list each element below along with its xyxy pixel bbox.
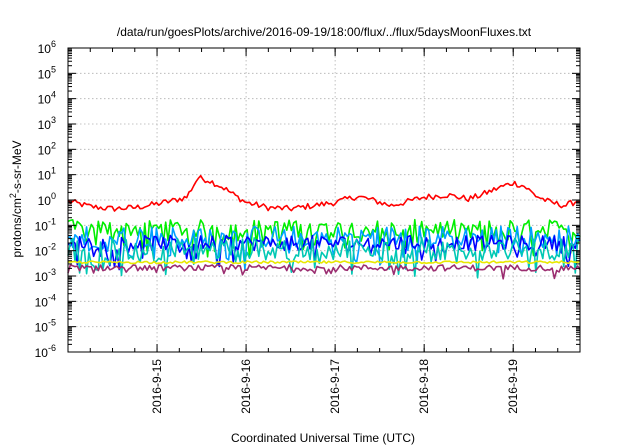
y-tick-base: 10: [38, 67, 52, 81]
y-tick-exponent: -6: [48, 343, 56, 353]
grid-lines: [68, 48, 580, 352]
y-tick-exponent: -1: [48, 216, 56, 226]
x-tick-label: 2016-9-16: [239, 359, 253, 414]
y-tick-exponent: 0: [51, 191, 56, 201]
y-tick-exponent: 4: [51, 90, 56, 100]
series-line-7: [67, 264, 581, 280]
y-tick-label: 103: [38, 115, 56, 132]
y-tick-base: 10: [38, 194, 52, 208]
y-tick-label: 10-6: [35, 343, 56, 360]
series-lines: [67, 174, 581, 280]
y-tick-base: 10: [35, 245, 49, 259]
y-tick-exponent: 6: [51, 39, 56, 49]
x-axis-label: Coordinated Universal Time (UTC): [231, 431, 415, 445]
y-tick-base: 10: [35, 346, 49, 360]
series-line-1: [67, 174, 581, 212]
chart-title: /data/run/goesPlots/archive/2016-09-19/1…: [117, 25, 532, 39]
y-tick-label: 102: [38, 140, 56, 157]
y-tick-exponent: 5: [51, 64, 56, 74]
y-tick-exponent: -4: [48, 292, 56, 302]
y-tick-label: 10-3: [35, 267, 56, 284]
series-line-2: [67, 218, 581, 259]
y-axis-label-superscript: 2: [8, 193, 18, 198]
y-tick-base: 10: [38, 169, 52, 183]
y-tick-base: 10: [35, 295, 49, 309]
y-tick-exponent: 3: [51, 115, 56, 125]
y-tick-exponent: -3: [48, 267, 56, 277]
y-tick-exponent: 2: [51, 140, 56, 150]
x-tick-labels: 2016-9-15 2016-9-16 2016-9-17 2016-9-18 2016…: [150, 359, 520, 414]
y-tick-label: 10-4: [35, 292, 56, 309]
y-tick-base: 10: [38, 42, 52, 56]
x-tick-label: 2016-9-15: [150, 359, 164, 414]
x-tick-label: 2016-9-17: [328, 359, 342, 414]
x-tick-label: 2016-9-19: [506, 359, 520, 414]
y-tick-base: 10: [35, 270, 49, 284]
y-axis-label: protons/cm2-s-sr-MeV: [8, 140, 24, 257]
y-tick-label: 10-5: [35, 318, 56, 335]
y-tick-base: 10: [35, 219, 49, 233]
y-tick-label: 10-2: [35, 242, 56, 259]
y-axis-label-main: protons/cm: [10, 198, 24, 257]
series-line-6: [68, 260, 581, 265]
y-tick-base: 10: [38, 93, 52, 107]
axis-ticks: [67, 47, 581, 353]
y-tick-exponent: 1: [51, 166, 56, 176]
series-line-4: [67, 234, 581, 271]
y-tick-exponent: -5: [48, 318, 56, 328]
y-tick-label: 104: [38, 90, 56, 107]
series-line-5: [67, 236, 581, 279]
x-tick-label: 2016-9-18: [417, 359, 431, 414]
y-tick-base: 10: [38, 143, 52, 157]
y-tick-label: 105: [38, 64, 56, 81]
y-tick-labels: 10-610-510-410-310-210-11001011021031041…: [35, 39, 56, 360]
y-tick-label: 100: [38, 191, 56, 208]
y-tick-base: 10: [35, 321, 49, 335]
y-tick-label: 106: [38, 39, 56, 56]
y-tick-base: 10: [38, 118, 52, 132]
y-tick-label: 10-1: [35, 216, 56, 233]
y-axis-label-units: -s-sr-MeV: [10, 140, 24, 193]
y-tick-exponent: -2: [48, 242, 56, 252]
y-tick-label: 101: [38, 166, 56, 183]
